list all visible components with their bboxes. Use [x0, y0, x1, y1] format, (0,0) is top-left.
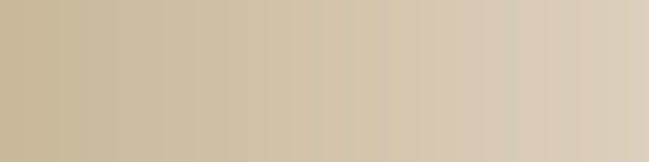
Text: present at time $t$. Initially there is 10 grams of salt and 10 hour later there: present at time $t$. Initially there is … — [12, 25, 506, 39]
Text: (a)  Find the initial value problem (the differential equation and the initial c: (a) Find the initial value problem (the … — [36, 63, 518, 72]
Text: (b)  Solve the I.V.P (initial value problem) from part (a) for the specific solu: (b) Solve the I.V.P (initial value probl… — [36, 118, 448, 127]
Text: (c)  Based on your solution find the time when $A(t) < 1$: (c) Based on your solution find the time… — [36, 140, 319, 154]
Text: this physical description.: this physical description. — [55, 91, 185, 100]
Text: 3.  The rate of change of the mass, $A$, of salt at time $t$ is proportional to : 3. The rate of change of the mass, $A$, … — [12, 0, 541, 8]
